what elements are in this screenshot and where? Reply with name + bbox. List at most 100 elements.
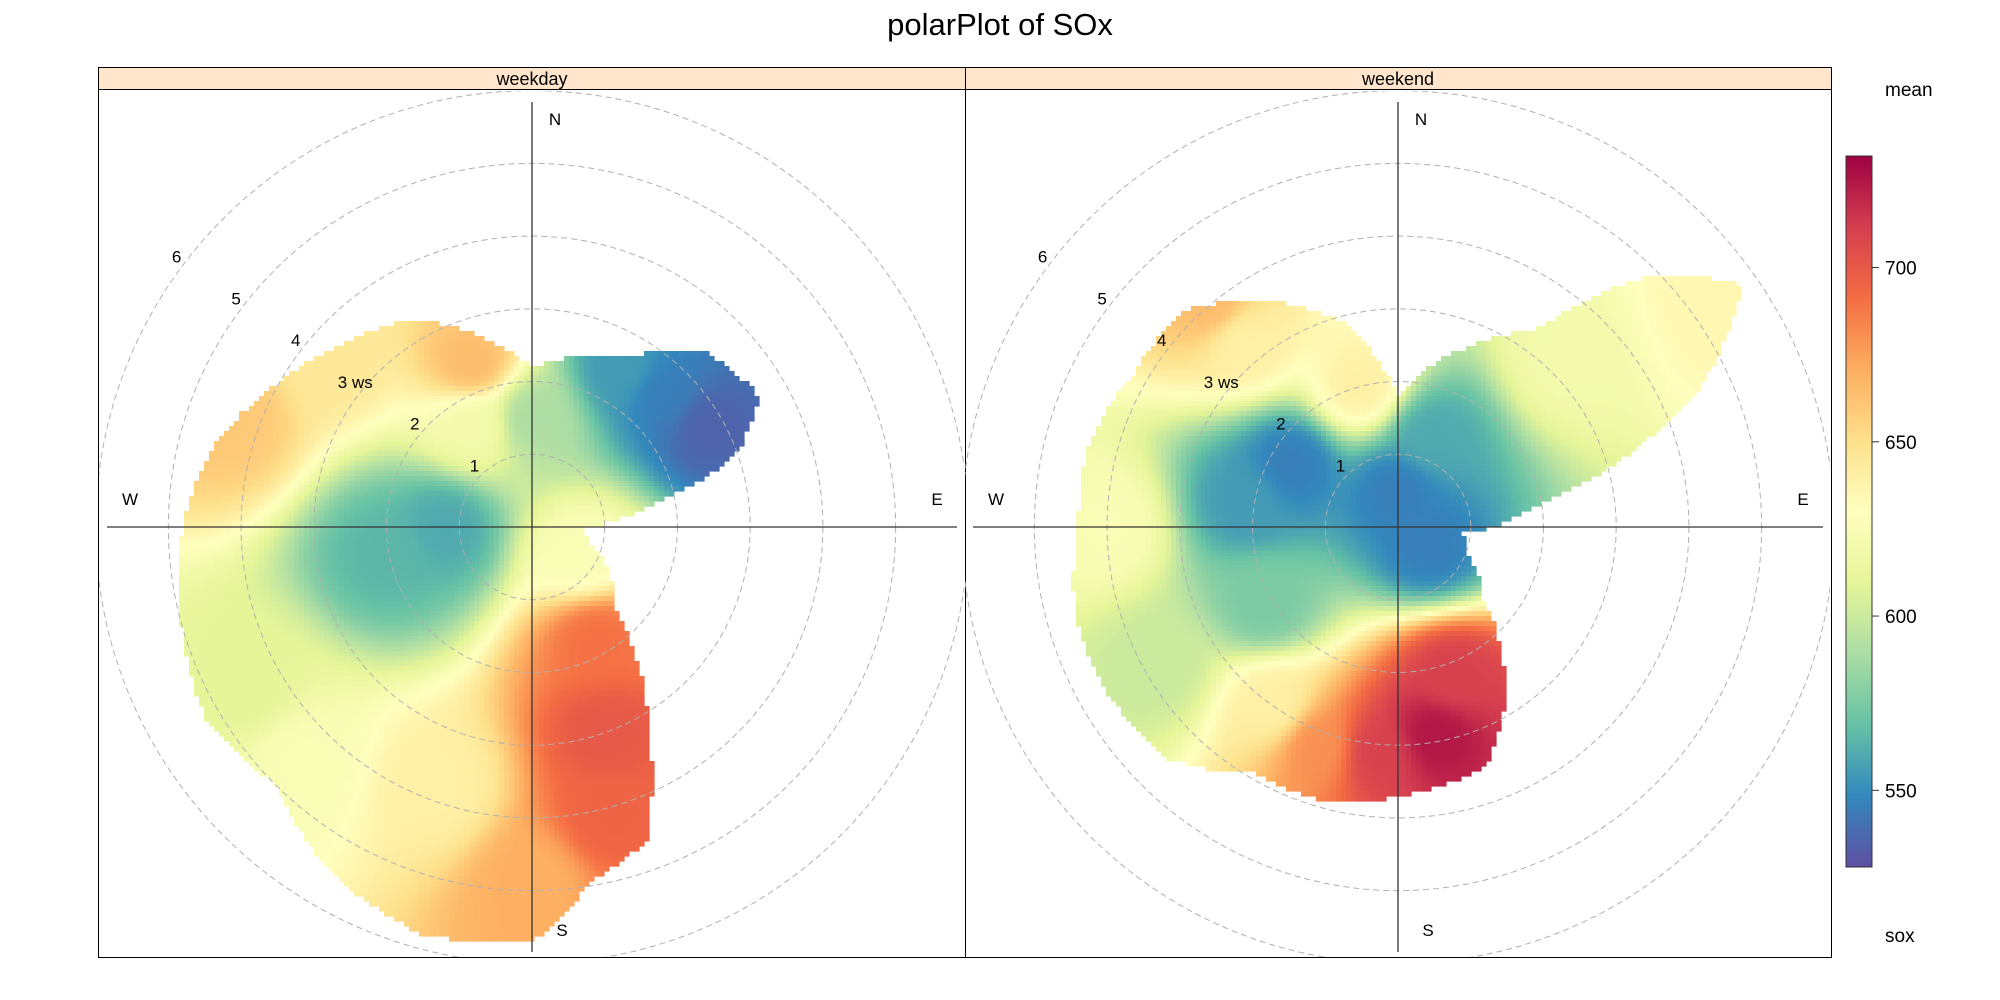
heat-cell [559,521,565,527]
heat-cell [494,356,500,362]
heat-cell [554,481,560,487]
heat-cell [389,326,395,332]
heat-cell [659,496,665,502]
heat-cell [259,581,265,587]
heat-cell [439,521,445,527]
heat-cell [609,366,615,372]
heat-cell [369,481,375,487]
heat-cell [494,466,500,472]
heat-cell [454,571,460,577]
heat-cell [354,426,360,432]
heat-cell [554,606,560,612]
heat-cell [289,601,295,607]
heat-cell [684,461,690,467]
heat-cell [699,391,705,397]
heat-cell [444,351,450,357]
heat-cell [374,401,380,407]
heat-cell [234,481,240,487]
heat-cell [584,591,590,597]
heat-cell [404,341,410,347]
heat-cell [274,536,280,542]
heat-cell [489,531,495,537]
heat-cell [339,526,345,532]
heat-cell [469,511,475,517]
heat-cell [454,506,460,512]
heat-cell [544,416,550,422]
heat-cell [569,501,575,507]
heat-cell [374,456,380,462]
heat-cell [359,516,365,522]
heat-cell [254,556,260,562]
heat-cell [379,586,385,592]
heat-cell [274,471,280,477]
heat-cell [494,581,500,587]
heat-cell [639,411,645,417]
heat-cell [699,361,705,367]
heat-cell [469,536,475,542]
heat-cell [454,531,460,537]
heat-cell [294,551,300,557]
heat-cell [459,586,465,592]
heat-cell [479,611,485,617]
heat-cell [384,456,390,462]
heat-cell [694,401,700,407]
heat-cell [644,501,650,507]
heat-cell [389,341,395,347]
heat-cell [284,561,290,567]
heat-cell [179,586,185,592]
heat-cell [299,481,305,487]
heat-cell [544,461,550,467]
heat-cell [559,376,565,382]
heat-cell [369,561,375,567]
heat-cell [399,326,405,332]
heat-cell [259,426,265,432]
heat-cell [554,531,560,537]
heat-cell [384,396,390,402]
heat-cell [259,546,265,552]
heat-cell [349,606,355,612]
heat-cell [549,386,555,392]
heat-cell [214,576,220,582]
heat-cell [309,496,315,502]
heat-cell [514,556,520,562]
heat-cell [689,481,695,487]
heat-cell [439,556,445,562]
heat-cell [514,361,520,367]
heat-cell [504,421,510,427]
heat-cell [394,506,400,512]
heat-cell [299,426,305,432]
heat-cell [574,376,580,382]
heat-cell [199,611,205,617]
heat-cell [254,526,260,532]
heat-cell [224,571,230,577]
heat-cell [519,401,525,407]
heat-cell [224,441,230,447]
heat-cell [404,326,410,332]
heat-cell [329,561,335,567]
heat-cell [244,521,250,527]
heat-cell [424,566,430,572]
heat-cell [514,461,520,467]
heat-cell [414,486,420,492]
heat-cell [614,416,620,422]
heat-cell [564,536,570,542]
heat-cell [314,381,320,387]
heat-cell [324,426,330,432]
heat-cell [229,431,235,437]
heat-cell [534,461,540,467]
heat-cell [659,416,665,422]
heat-cell [439,511,445,517]
heat-cell [434,581,440,587]
heat-cell [459,546,465,552]
heat-cell [444,466,450,472]
heat-cell [399,511,405,517]
heat-cell [299,496,305,502]
heat-cell [319,411,325,417]
heat-cell [659,461,665,467]
heat-cell [559,506,565,512]
heat-cell [514,511,520,517]
heat-cell [424,346,430,352]
heat-cell [614,401,620,407]
heat-cell [394,386,400,392]
heat-cell [379,426,385,432]
